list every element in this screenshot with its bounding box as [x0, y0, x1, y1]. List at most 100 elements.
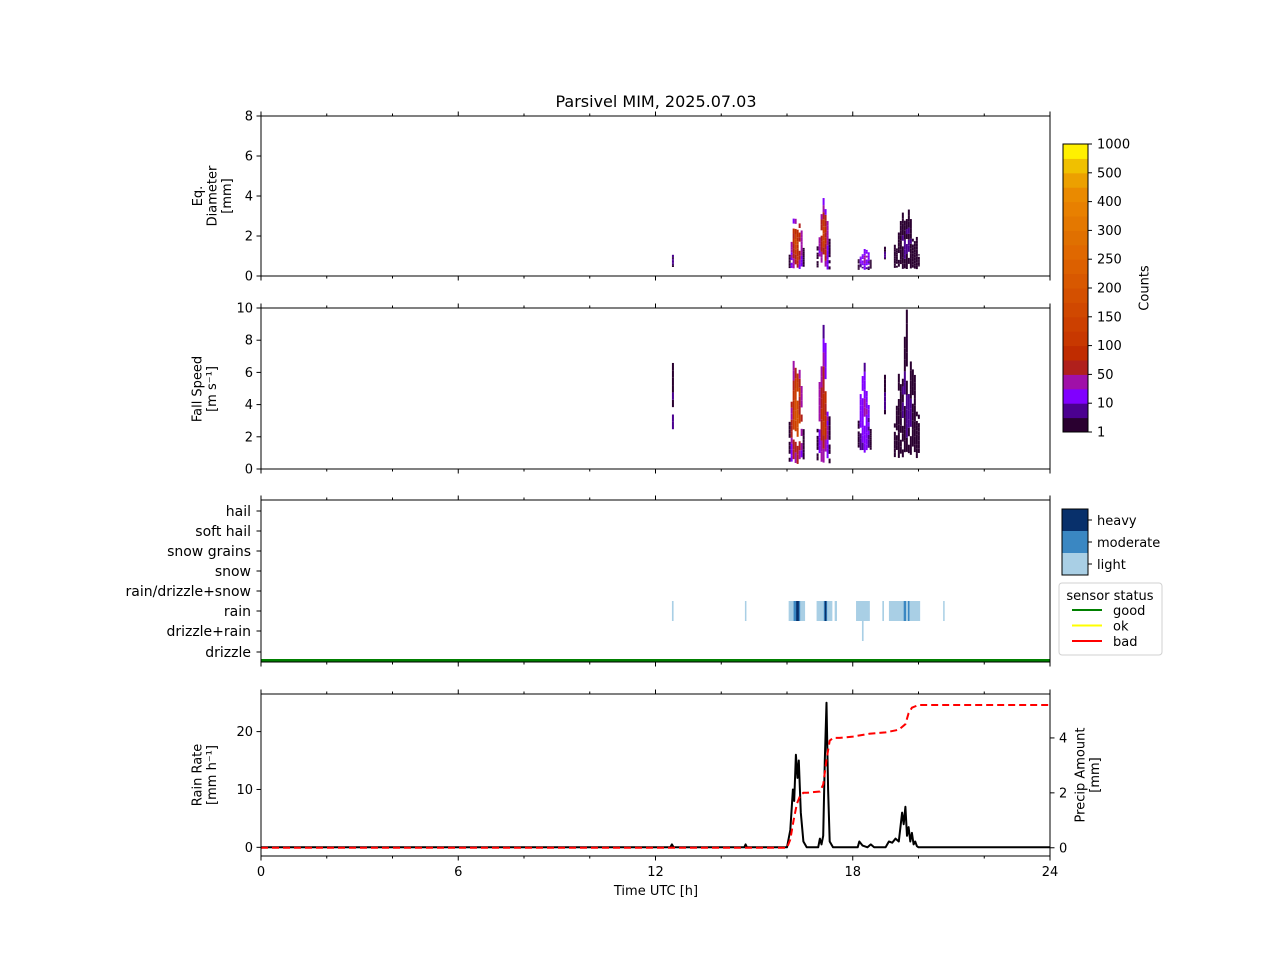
particle-count-cell — [911, 250, 914, 254]
particle-count-cell — [901, 394, 904, 403]
particle-count-cell — [903, 417, 906, 430]
particle-count-cell — [857, 442, 860, 445]
particle-count-cell — [901, 425, 904, 434]
particle-count-cell — [911, 261, 914, 265]
particle-count-cell — [794, 441, 797, 453]
particle-count-cell — [895, 254, 898, 257]
colorbar-band — [1063, 302, 1088, 318]
particle-count-cell — [861, 383, 864, 391]
particle-count-cell — [857, 259, 860, 261]
precip-type-block — [882, 601, 884, 621]
particle-count-cell — [818, 253, 821, 257]
particle-count-cell — [816, 446, 819, 450]
particle-count-cell — [865, 414, 868, 421]
particle-count-cell — [867, 443, 870, 448]
particle-count-cell — [671, 254, 674, 257]
particle-count-cell — [822, 233, 825, 241]
particle-count-cell — [820, 246, 823, 252]
particle-count-cell — [671, 414, 674, 422]
particle-count-cell — [857, 436, 860, 440]
particle-count-cell — [905, 352, 908, 367]
particle-count-cell — [897, 246, 900, 250]
particle-count-cell — [901, 235, 904, 241]
particle-count-cell — [899, 254, 902, 260]
particle-count-cell — [883, 247, 886, 250]
particle-count-cell — [867, 259, 870, 262]
particle-count-cell — [828, 260, 831, 264]
particle-count-cell — [671, 256, 674, 258]
y-tick-label: 10 — [236, 302, 253, 317]
particle-count-cell — [895, 440, 898, 446]
particle-count-cell — [863, 434, 866, 444]
particle-count-cell — [788, 265, 791, 267]
precip-type-panel: hail soft hail snow grains snow rain/drizzle… — [126, 495, 1051, 667]
particle-count-cell — [863, 398, 866, 408]
particle-count-cell — [818, 246, 821, 251]
particle-count-cell — [917, 254, 920, 256]
particle-count-cell — [820, 376, 823, 388]
particle-count-cell — [883, 405, 886, 410]
particle-count-cell — [816, 252, 819, 255]
colorbar-band — [1063, 172, 1088, 188]
particle-count-cell — [824, 391, 827, 404]
particle-count-cell — [905, 259, 908, 264]
y-tick-label: 0 — [245, 270, 253, 285]
particle-count-cell — [788, 441, 791, 446]
intensity-legend: heavy moderate light — [1061, 508, 1160, 576]
particle-count-cell — [909, 361, 912, 371]
particle-count-cell — [863, 259, 866, 262]
particle-count-cell — [671, 258, 674, 260]
colorbar-tick-label: 100 — [1097, 339, 1122, 354]
particle-count-cell — [671, 385, 674, 393]
particle-count-cell — [883, 258, 886, 260]
y-tick-label: 0 — [245, 841, 253, 856]
particle-count-cell — [863, 255, 866, 258]
particle-count-cell — [897, 424, 900, 433]
particle-count-cell — [822, 448, 825, 463]
particle-count-cell — [671, 421, 674, 430]
particle-count-cell — [901, 402, 904, 411]
particle-count-cell — [800, 248, 803, 253]
particle-count-cell — [907, 257, 910, 264]
particle-count-cell — [822, 324, 825, 339]
particle-count-cell — [905, 309, 908, 324]
particle-count-cell — [909, 436, 912, 446]
particle-count-cell — [893, 254, 896, 257]
particle-count-cell — [907, 427, 910, 437]
particle-count-cell — [826, 221, 829, 226]
diameter-panel: 0 2 4 6 8 Eq. Diameter [mm] — [191, 110, 1051, 285]
particle-count-cell — [903, 234, 906, 240]
particle-count-cell — [907, 419, 910, 428]
colorbar-band — [1063, 345, 1088, 361]
particle-count-cell — [796, 418, 799, 428]
particle-count-cell — [905, 244, 908, 250]
particle-count-cell — [800, 400, 803, 408]
category-label: hail — [226, 504, 251, 520]
particle-count-cell — [903, 382, 906, 395]
particle-count-cell — [861, 260, 864, 263]
particle-count-cell — [899, 384, 902, 392]
particle-count-cell — [905, 323, 908, 339]
particle-count-cell — [865, 259, 868, 262]
particle-count-cell — [796, 409, 799, 419]
particle-count-cell — [859, 264, 862, 267]
particle-count-cell — [798, 259, 801, 265]
particle-count-cell — [802, 253, 805, 256]
particle-count-cell — [794, 452, 797, 463]
particle-count-cell — [901, 386, 904, 395]
particle-count-cell — [863, 253, 866, 256]
particle-count-cell — [907, 402, 910, 411]
category-label: rain/drizzle+snow — [126, 584, 251, 600]
particle-count-cell — [820, 219, 823, 225]
particle-count-cell — [865, 426, 868, 433]
particle-count-cell — [800, 428, 803, 436]
particle-count-cell — [883, 249, 886, 251]
intensity-swatch — [1062, 553, 1088, 575]
particle-count-cell — [913, 257, 916, 261]
particle-count-cell — [792, 449, 795, 460]
particle-count-cell — [796, 373, 799, 383]
particle-count-cell — [792, 233, 795, 239]
particle-count-cell — [895, 415, 898, 421]
particle-count-cell — [905, 229, 908, 235]
particle-count-cell — [867, 409, 870, 414]
